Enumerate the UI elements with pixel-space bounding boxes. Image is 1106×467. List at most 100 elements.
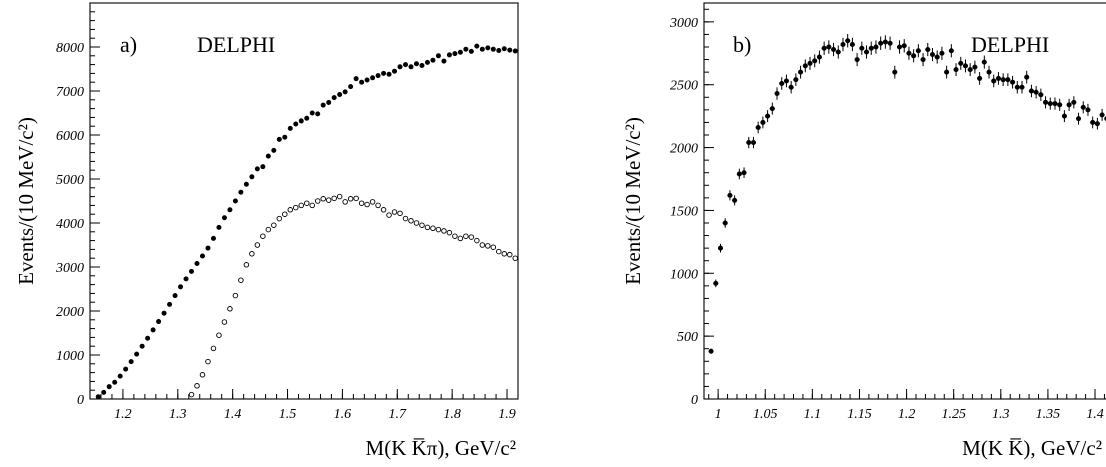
panel-a-data-point-series-1 xyxy=(419,62,425,68)
panel-a-data-point-series-1 xyxy=(194,260,200,266)
panel-b-data-point-series-1 xyxy=(1000,77,1006,83)
panel-a-data-point-series-2 xyxy=(369,199,376,205)
panel-b-data-point-series-1 xyxy=(821,45,827,51)
panel-a-y-tick-label: 6000 xyxy=(56,129,84,144)
panel-a-y-tick-label: 0 xyxy=(77,393,84,408)
panel-a-x-tick-label: 1.2 xyxy=(114,407,132,422)
panel-b-data-point-series-1 xyxy=(845,38,851,44)
panel-a-data-point-series-1 xyxy=(490,46,496,52)
panel-a-data-point-series-1 xyxy=(435,53,441,59)
panel-a-data-point-series-2 xyxy=(441,228,447,234)
panel-a-data-point-series-1 xyxy=(276,136,282,142)
panel-a-y-tick-label: 8000 xyxy=(56,41,84,56)
panel-b-data-point-series-1 xyxy=(1085,107,1091,113)
panel-b-data-point-series-1 xyxy=(920,57,926,63)
panel-b-data-point-series-1 xyxy=(995,75,1001,81)
panel-b-data-point-series-1 xyxy=(882,39,888,45)
panel-a-data-point-series-2 xyxy=(463,233,469,239)
panel-b-data-point-series-1 xyxy=(727,192,733,198)
panel-a-y-tick-label: 2000 xyxy=(56,305,84,320)
panel-b-data-point-series-1 xyxy=(967,67,973,73)
panel-b-data-point-series-1 xyxy=(929,52,935,58)
panel-a-data-point-series-2 xyxy=(276,215,283,222)
panel-b-data-point-series-1 xyxy=(1099,112,1105,118)
panel-b-data-point-series-1 xyxy=(1061,113,1067,119)
panel-b-data-point-series-1 xyxy=(986,69,992,75)
panel-a-data-point-series-2 xyxy=(490,244,497,250)
panel-b-data-point-series-1 xyxy=(816,54,822,60)
panel-b-y-tick-label: 1000 xyxy=(670,267,698,282)
panel-a-data-point-series-1 xyxy=(485,45,491,51)
panel-b-data-point-series-1 xyxy=(713,280,719,286)
panel-b-data-point-series-1 xyxy=(1052,101,1058,107)
panel-b-data-point-series-1 xyxy=(1094,121,1100,127)
panel-b-data-point-series-1 xyxy=(1066,102,1072,108)
panel-b-data-point-series-1 xyxy=(977,75,983,81)
panel-b-data-point-series-1 xyxy=(826,44,832,50)
panel-a-x-tick-label: 1.4 xyxy=(224,407,242,422)
panel-b-x-tick-label: 1.25 xyxy=(941,407,966,422)
panel-a-data-point-series-2 xyxy=(474,237,480,244)
panel-b-y-axis-label: Events/(10 MeV/c²) xyxy=(621,117,645,285)
panel-b-data-point-series-1 xyxy=(948,48,954,54)
panel-a-data-point-series-1 xyxy=(364,77,370,83)
panel-a-data-point-series-2 xyxy=(391,209,398,215)
panel-a-x-tick-label: 1.3 xyxy=(169,407,187,422)
panel-a-data-point-series-1 xyxy=(287,125,293,131)
panel-a-data-point-series-2 xyxy=(496,248,502,255)
panel-b-x-tick-label: 1.2 xyxy=(898,407,916,422)
panel-b-data-point-series-1 xyxy=(849,41,855,47)
panel-b-data-point-series-1 xyxy=(840,41,846,47)
panel-a-data-point-series-1 xyxy=(331,95,337,101)
panel-b-data-point-series-1 xyxy=(1010,79,1016,85)
panel-b-data-point-series-1 xyxy=(854,57,860,63)
panel-b-x-tick-label: 1.35 xyxy=(1036,407,1061,422)
panel-b-data-point-series-1 xyxy=(1038,92,1044,98)
panel-a-data-point-series-2 xyxy=(227,306,233,312)
panel-a-x-tick-label: 1.6 xyxy=(334,407,352,422)
panel-b-data-point-series-1 xyxy=(887,40,893,46)
panel-a-label: a) xyxy=(120,32,137,57)
panel-a-data-point-series-2 xyxy=(402,215,409,222)
panel-a-frame xyxy=(89,2,519,400)
panel-b-data-point-series-1 xyxy=(708,348,714,354)
panel-a-data-point-series-2 xyxy=(485,243,491,249)
panel-a-data-point-series-1 xyxy=(260,164,266,170)
panel-a-data-point-series-1 xyxy=(243,181,249,187)
panel-b-data-point-series-1 xyxy=(835,49,841,55)
panel-b-data-point-series-1 xyxy=(911,53,917,59)
panel-a-data-point-series-2 xyxy=(468,234,475,240)
panel-a-data-point-series-2 xyxy=(210,345,217,352)
panel-a-y-tick-label: 1000 xyxy=(56,349,84,364)
panel-b-data-point-series-1 xyxy=(741,170,747,176)
panel-b-data-point-series-1 xyxy=(958,60,964,66)
panel-a-data-point-series-2 xyxy=(435,226,442,233)
panel-b-data-point-series-1 xyxy=(925,47,931,53)
panel-a-data-point-series-1 xyxy=(227,207,233,213)
panel-a-data-point-series-1 xyxy=(337,92,343,98)
panel-b-data-point-series-1 xyxy=(873,44,879,50)
panel-a-data-point-series-1 xyxy=(205,245,211,251)
panel-a-data-point-series-1 xyxy=(106,384,112,390)
panel-a-data-point-series-2 xyxy=(512,255,519,261)
panel-a-data-point-series-1 xyxy=(178,284,184,290)
panel-a-data-point-series-2 xyxy=(194,383,200,389)
panel-a-data-point-series-1 xyxy=(123,366,129,372)
panel-a-data-point-series-1 xyxy=(403,62,409,68)
panel-a-data-point-series-2 xyxy=(380,207,387,213)
panel-a-data-point-series-2 xyxy=(238,277,244,283)
panel-a-data-point-series-1 xyxy=(446,52,452,58)
panel-b-x-tick-label: 1.4 xyxy=(1086,407,1104,422)
panel-a-data-point-series-1 xyxy=(167,301,173,307)
panel-a-data-point-series-1 xyxy=(199,253,205,259)
panel-b-label: b) xyxy=(733,32,751,57)
panel-a-data-point-series-1 xyxy=(232,198,238,204)
panel-a-data-point-series-2 xyxy=(501,251,508,257)
panel-a-data-point-series-1 xyxy=(342,89,348,95)
panel-a-data-point-series-1 xyxy=(216,224,222,230)
panel-b-data-point-series-1 xyxy=(788,84,794,90)
panel-b-data-point-series-1 xyxy=(944,69,950,75)
panel-b-data-point-series-1 xyxy=(1014,84,1020,90)
panel-a-data-point-series-1 xyxy=(452,51,458,57)
